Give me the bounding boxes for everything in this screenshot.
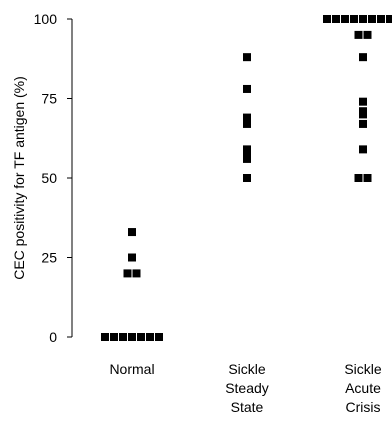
y-tick-label: 50 [41, 170, 57, 186]
data-point [155, 333, 163, 341]
data-point [123, 269, 132, 278]
data-point [128, 228, 136, 237]
y-tick-label: 75 [41, 91, 57, 107]
data-point [363, 30, 372, 39]
data-point [354, 174, 363, 182]
y-tick-label: 100 [34, 11, 58, 27]
data-point [359, 145, 367, 154]
data-point [243, 84, 251, 93]
data-point [243, 174, 251, 182]
data-point [243, 119, 251, 128]
data-point [377, 15, 385, 23]
data-points [101, 15, 392, 341]
axes: 0 25 50 75 100 Normal Sickle Steady State Sickle A… [34, 11, 382, 415]
data-point [243, 113, 251, 122]
data-point [119, 333, 127, 341]
x-category-label: Normal [109, 361, 154, 377]
data-point [128, 333, 136, 341]
data-point [350, 15, 358, 23]
y-tick-label: 25 [41, 250, 57, 266]
x-category-label: Sickle Steady State [225, 361, 269, 415]
data-point [368, 15, 376, 23]
y-axis-label: CEC positivity for TF antigen (%) [11, 76, 27, 280]
x-category-label: Sickle Acute Crisis [344, 361, 382, 415]
data-point [359, 53, 367, 62]
data-point [243, 53, 251, 62]
data-point [146, 333, 154, 341]
data-point [243, 145, 251, 154]
data-point [359, 97, 367, 106]
data-point [359, 110, 367, 119]
data-point [332, 15, 340, 23]
data-point [363, 174, 372, 182]
data-point [359, 15, 367, 23]
data-point [101, 333, 109, 341]
data-point [128, 253, 136, 262]
data-point [323, 15, 331, 23]
data-point [386, 15, 392, 23]
data-point [359, 119, 367, 128]
data-point [137, 333, 145, 341]
data-point [354, 30, 363, 39]
y-tick-label: 0 [49, 329, 57, 345]
data-point [243, 154, 251, 163]
data-point [110, 333, 118, 341]
data-point [132, 269, 141, 278]
data-point [341, 15, 349, 23]
